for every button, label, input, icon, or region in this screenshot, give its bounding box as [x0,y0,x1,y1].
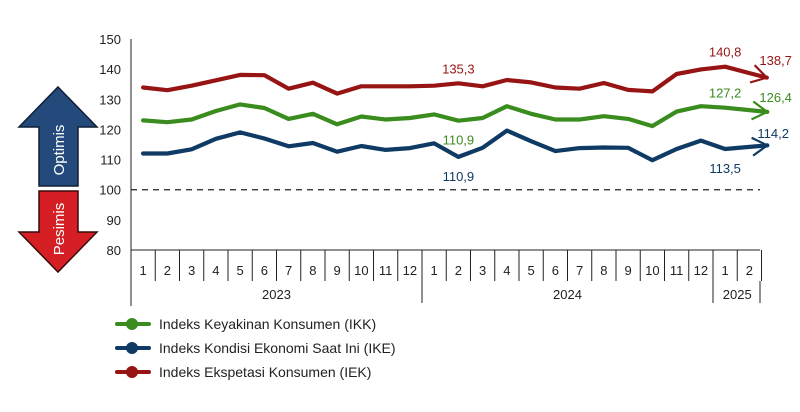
x-tick-label: 9 [625,263,632,278]
y-tick-label: 140 [99,62,121,77]
y-tick-label: 120 [99,122,121,137]
series-arrowhead-1 [751,136,770,157]
x-tick-label: 10 [645,263,659,278]
x-tick-label: 7 [285,263,292,278]
x-tick-label: 1 [140,263,147,278]
x-tick-label: 3 [188,263,195,278]
y-axis: 80 90 100 110 120 130 140 150 [99,32,132,306]
x-tick-label: 1 [722,263,729,278]
y-tick-label: 130 [99,92,121,107]
x-tick-label: 4 [503,263,510,278]
x-tick-label: 6 [261,263,268,278]
y-tick-label: 150 [99,32,121,47]
x-tick-label: 11 [379,263,393,278]
data-label: 140,8 [709,45,742,60]
legend-dot-ike [126,342,138,354]
legend-item-iek: Indeks Ekspetasi Konsumen (IEK) [113,360,396,384]
x-tick-label: 8 [309,263,316,278]
data-labels: 135,3 110,9 110,9 140,8 138,7 127,2 126,4 114,2… [442,45,792,184]
series-line-2 [141,64,769,96]
y-tick-label: 110 [100,153,121,168]
x-tick-label: 12 [403,263,417,278]
x-tick-label: 8 [600,263,607,278]
year-label: 2024 [553,287,582,302]
legend-item-ikk: Indeks Keyakinan Konsumen (IKK) [113,312,396,336]
y-tick-label: 90 [107,213,121,228]
x-tick-label: 3 [479,263,486,278]
x-tick-label: 10 [354,263,368,278]
x-tick-label: 7 [576,263,583,278]
legend-marker-ikk [113,317,153,331]
data-label: 135,3 [442,61,475,76]
x-tick-label: 5 [528,263,535,278]
legend-dot-iek [126,366,138,378]
series-arrowhead-2 [749,64,769,84]
data-label: 126,4 [759,90,792,105]
year-label: 2025 [723,287,752,302]
legend-marker-iek [113,365,153,379]
data-label: 138,7 [759,53,792,68]
x-tick-label: 1 [431,263,438,278]
data-label: 110,9 [443,169,475,184]
x-tick-label: 12 [694,263,708,278]
x-tick-label: 4 [212,263,219,278]
year-label: 2023 [262,287,291,302]
optimis-arrow-icon [17,85,99,187]
pesimis-label: Pesimis [51,203,68,256]
legend-label-ike: Indeks Kondisi Ekonomi Saat Ini (IKE) [159,340,396,356]
x-tick-label: 6 [552,263,559,278]
x-tick-label: 5 [237,263,244,278]
sentiment-arrows: Optimis Pesimis [17,85,99,274]
legend-label-ikk: Indeks Keyakinan Konsumen (IKK) [159,316,377,332]
x-tick-label: 11 [670,263,684,278]
legend-dot-ikk [126,318,138,330]
data-label: 127,2 [709,86,742,101]
optimis-label: Optimis [51,125,68,176]
y-tick-label: 100 [99,183,121,198]
pesimis-arrow-icon [17,190,99,274]
y-tick-label: 80 [107,243,121,258]
series-line-1 [141,128,770,163]
legend: Indeks Keyakinan Konsumen (IKK) Indeks K… [113,312,396,384]
data-label: 114,2 [757,126,789,141]
series-lines [141,64,770,163]
legend-item-ike: Indeks Kondisi Ekonomi Saat Ini (IKE) [113,336,396,360]
series-line-0 [141,102,770,129]
legend-label-iek: Indeks Ekspetasi Konsumen (IEK) [159,364,372,380]
data-label: 110,9 [443,133,475,148]
data-label: 113,5 [709,161,741,176]
x-tick-label: 9 [334,263,341,278]
series-arrowhead-0 [751,100,770,121]
x-tick-label: 2 [455,263,462,278]
legend-marker-ike [113,341,153,355]
x-tick-label: 2 [164,263,171,278]
x-tick-label: 2 [746,263,753,278]
